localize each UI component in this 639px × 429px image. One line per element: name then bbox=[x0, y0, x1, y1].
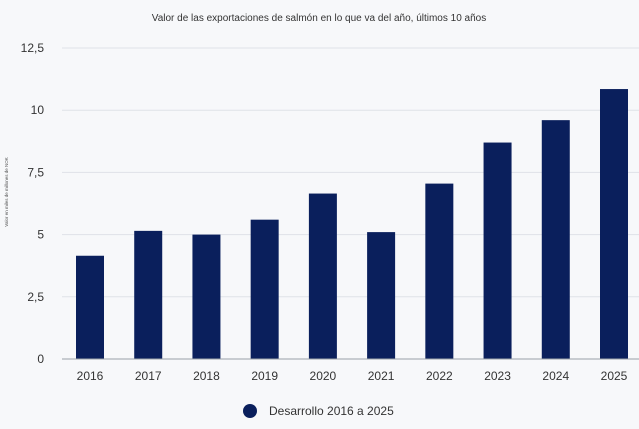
x-tick-label: 2024 bbox=[542, 369, 569, 383]
y-tick-label: 2,5 bbox=[27, 290, 44, 304]
x-tick-label: 2019 bbox=[251, 369, 278, 383]
x-tick-label: 2020 bbox=[310, 369, 337, 383]
bar-2022[interactable] bbox=[425, 183, 454, 359]
legend-marker bbox=[243, 404, 257, 418]
chart-title: Valor de las exportaciones de salmón en … bbox=[152, 13, 486, 24]
y-tick-label: 12,5 bbox=[21, 41, 45, 55]
bar-2025[interactable] bbox=[600, 89, 628, 359]
y-axis-label: Valor en miles de millones de NOK bbox=[4, 157, 9, 226]
bar-2024[interactable] bbox=[541, 120, 570, 359]
y-tick-label: 0 bbox=[37, 352, 44, 366]
x-tick-label: 2017 bbox=[135, 369, 162, 383]
x-tick-label: 2018 bbox=[193, 369, 220, 383]
x-tick-label: 2022 bbox=[426, 369, 453, 383]
x-axis-ticks: 2016 2017 2018 2019 2020 2021 2022 2023 2024 2025 bbox=[77, 369, 628, 383]
legend[interactable]: Desarrollo 2016 a 2025 bbox=[243, 404, 394, 418]
bar-2020[interactable] bbox=[308, 193, 337, 359]
x-tick-label: 2016 bbox=[77, 369, 104, 383]
bar-2018[interactable] bbox=[192, 234, 221, 359]
x-tick-label: 2025 bbox=[601, 369, 628, 383]
y-axis-ticks: 0 2,5 5 7,5 10 12,5 bbox=[21, 41, 45, 366]
x-tick-label: 2021 bbox=[368, 369, 395, 383]
bar-2023[interactable] bbox=[483, 142, 512, 359]
bar-2021[interactable] bbox=[367, 232, 396, 359]
x-tick-label: 2023 bbox=[484, 369, 511, 383]
bar-2017[interactable] bbox=[134, 230, 163, 359]
bar-2019[interactable] bbox=[250, 219, 279, 359]
bar-2016[interactable] bbox=[76, 255, 104, 359]
y-tick-label: 10 bbox=[31, 103, 45, 117]
y-tick-label: 7,5 bbox=[27, 165, 44, 179]
bars bbox=[76, 89, 628, 359]
legend-label: Desarrollo 2016 a 2025 bbox=[269, 404, 394, 418]
y-tick-label: 5 bbox=[37, 228, 44, 242]
